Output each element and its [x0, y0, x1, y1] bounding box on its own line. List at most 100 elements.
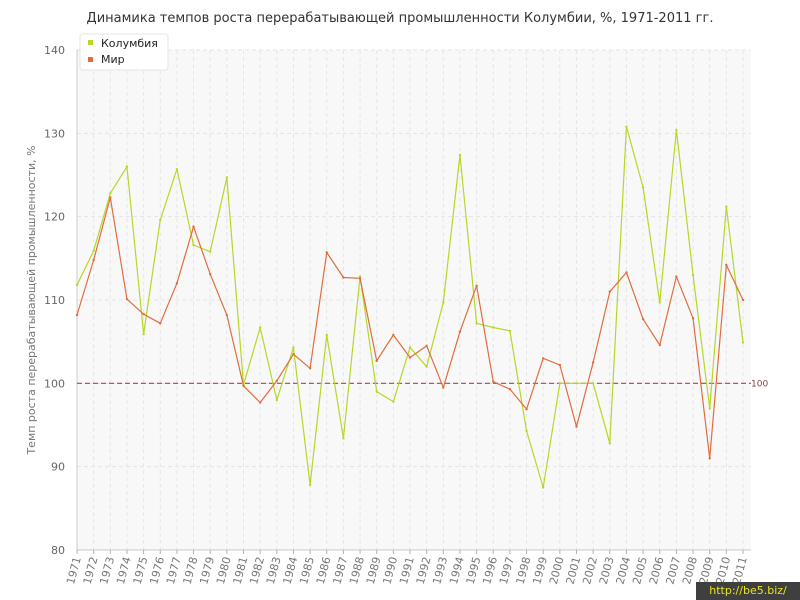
- legend-swatch-colombia: [88, 40, 93, 45]
- data-point-world: [242, 384, 245, 388]
- data-point-colombia: [342, 437, 345, 440]
- data-point-colombia: [658, 301, 661, 304]
- data-point-world: [125, 297, 129, 301]
- data-point-world: [342, 276, 345, 279]
- data-point-world: [392, 333, 395, 337]
- data-point-world: [475, 284, 478, 288]
- data-point-world: [75, 313, 79, 317]
- data-point-world: [442, 386, 445, 389]
- data-point-colombia: [292, 346, 295, 349]
- data-point-colombia: [75, 283, 79, 287]
- data-point-world: [175, 282, 179, 285]
- legend-box: [79, 33, 169, 71]
- data-point-colombia: [258, 326, 262, 329]
- data-point-world: [741, 298, 745, 302]
- data-point-colombia: [275, 398, 278, 402]
- data-point-colombia: [608, 442, 611, 445]
- legend-swatch-world: [88, 57, 93, 62]
- data-point-world: [325, 251, 328, 254]
- series-group: [75, 125, 745, 489]
- data-point-colombia: [558, 382, 562, 385]
- data-point-colombia: [142, 332, 145, 336]
- data-point-world: [575, 425, 578, 428]
- data-point-colombia: [92, 249, 95, 253]
- y-tick-label: 90: [51, 461, 65, 474]
- y-tick-label: 130: [44, 127, 65, 140]
- y-axis-label: Темп роста перерабатывающей промышленнос…: [25, 145, 38, 455]
- data-point-colombia: [175, 167, 179, 171]
- data-point-world: [308, 367, 312, 370]
- legend-label-world: Мир: [101, 53, 125, 66]
- data-point-colombia: [691, 273, 695, 277]
- data-point-world: [142, 312, 145, 316]
- data-point-world: [675, 275, 678, 278]
- chart-title: Динамика темпов роста перерабатывающей п…: [87, 11, 714, 26]
- data-point-world: [591, 361, 595, 364]
- data-point-colombia: [641, 186, 645, 189]
- data-point-world: [292, 352, 295, 356]
- data-point-world: [625, 271, 628, 274]
- data-point-colombia: [125, 165, 129, 168]
- data-point-colombia: [358, 275, 362, 278]
- data-point-colombia: [375, 390, 378, 393]
- data-point-world: [159, 322, 162, 325]
- data-point-world: [691, 317, 695, 320]
- data-point-colombia: [575, 382, 578, 385]
- legend: Колумбия Мир: [79, 33, 169, 71]
- y-axis: 80 90 100 110 120 130 140: [44, 44, 78, 557]
- data-point-colombia: [542, 486, 545, 489]
- data-point-colombia: [192, 243, 195, 247]
- y-tick-label: 110: [44, 294, 65, 307]
- y-tick-label: 120: [44, 211, 65, 224]
- data-point-colombia: [492, 326, 495, 329]
- data-point-colombia: [442, 301, 445, 304]
- data-point-colombia: [458, 153, 462, 157]
- data-point-world: [542, 357, 545, 360]
- data-point-colombia: [308, 483, 312, 487]
- data-point-colombia: [109, 192, 112, 195]
- data-point-world: [525, 407, 528, 411]
- data-point-world: [92, 258, 95, 262]
- data-point-colombia: [225, 176, 229, 179]
- data-point-world: [209, 272, 212, 276]
- data-point-colombia: [475, 322, 478, 325]
- data-point-colombia: [392, 400, 395, 403]
- data-point-world: [641, 317, 645, 321]
- data-point-world: [492, 380, 495, 383]
- data-point-colombia: [725, 205, 728, 208]
- data-point-colombia: [525, 429, 528, 433]
- data-point-world: [258, 401, 262, 404]
- x-axis: 1971197219731974197519761977197819791980…: [64, 549, 751, 586]
- data-point-colombia: [408, 346, 412, 349]
- data-point-colombia: [508, 329, 512, 333]
- data-point-colombia: [675, 128, 678, 132]
- data-point-world: [109, 196, 112, 199]
- data-point-world: [375, 359, 378, 363]
- data-point-world: [275, 379, 278, 383]
- data-point-world: [192, 225, 195, 228]
- data-point-world: [708, 457, 711, 460]
- data-point-world: [558, 363, 562, 367]
- data-point-world: [658, 343, 661, 347]
- data-point-world: [508, 387, 512, 391]
- legend-label-colombia: Колумбия: [101, 37, 158, 50]
- data-point-colombia: [625, 125, 628, 128]
- data-point-colombia: [209, 250, 212, 253]
- data-point-world: [225, 313, 229, 317]
- data-point-world: [725, 263, 728, 267]
- data-point-world: [458, 330, 462, 333]
- watermark[interactable]: http://be5.biz/: [696, 582, 800, 600]
- data-point-colombia: [708, 407, 711, 410]
- data-point-world: [608, 290, 611, 293]
- data-point-colombia: [591, 382, 595, 385]
- data-point-world: [408, 356, 412, 359]
- y-tick-label: 100: [44, 377, 65, 390]
- y-tick-label: 80: [51, 544, 65, 557]
- y-tick-label: 140: [44, 44, 65, 57]
- data-point-colombia: [325, 333, 328, 337]
- reference-line-label: 100: [751, 379, 768, 389]
- data-point-world: [358, 277, 362, 280]
- data-point-colombia: [741, 341, 745, 344]
- data-point-colombia: [425, 365, 428, 368]
- reference-line-group: 100: [77, 379, 768, 389]
